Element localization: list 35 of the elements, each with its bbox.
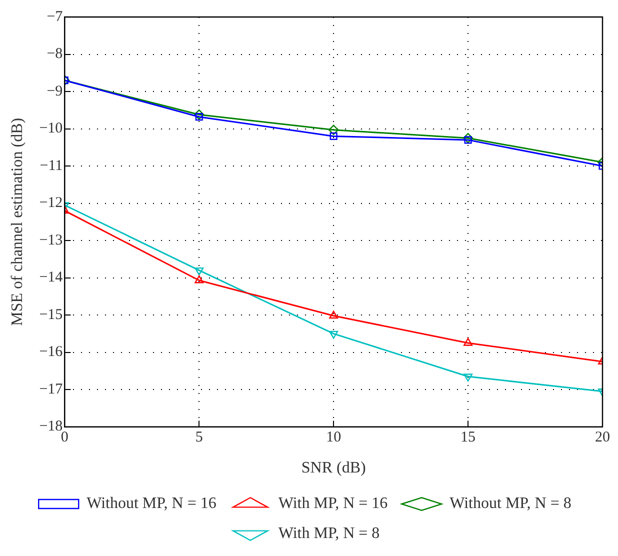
point bbox=[462, 132, 474, 144]
point bbox=[464, 136, 472, 144]
point bbox=[328, 124, 339, 135]
y-tick-label: −17 bbox=[39, 381, 64, 398]
x-tick-label: 5 bbox=[195, 430, 203, 446]
y-tick-label: −8 bbox=[46, 46, 63, 62]
y-tick-label: −16 bbox=[39, 344, 64, 360]
x-tick-label: 10 bbox=[326, 430, 342, 446]
y-axis-title: MSE of channel estimation (dB) bbox=[8, 118, 26, 326]
legend-label: Without MP, N = 8 bbox=[450, 495, 572, 512]
x-tick-label: 0 bbox=[60, 430, 68, 446]
point bbox=[464, 374, 473, 382]
legend-label: With MP, N = 8 bbox=[278, 525, 380, 542]
point bbox=[194, 110, 204, 120]
point bbox=[464, 338, 473, 346]
point bbox=[195, 113, 203, 121]
y-tick-label: −7 bbox=[46, 8, 64, 25]
y-tick-label: −13 bbox=[39, 232, 63, 248]
y-tick-label: −18 bbox=[39, 418, 63, 435]
y-tick-label: −10 bbox=[39, 120, 63, 137]
y-tick-label: −15 bbox=[39, 306, 63, 323]
point bbox=[329, 310, 338, 319]
x-axis-title: SNR (dB) bbox=[301, 460, 366, 477]
y-tick-label: −14 bbox=[39, 270, 64, 286]
x-tick-label: 20 bbox=[595, 430, 610, 446]
point bbox=[194, 267, 204, 276]
point bbox=[330, 132, 338, 140]
y-tick-label: −12 bbox=[39, 195, 63, 212]
legend-label: Without MP, N = 16 bbox=[86, 495, 216, 512]
x-tick-label: 15 bbox=[460, 430, 476, 446]
y-tick-label: −11 bbox=[40, 158, 63, 174]
point bbox=[329, 330, 338, 339]
y-tick-label: −9 bbox=[46, 83, 63, 100]
legend-label: With MP, N = 16 bbox=[278, 495, 388, 512]
point bbox=[194, 275, 204, 284]
